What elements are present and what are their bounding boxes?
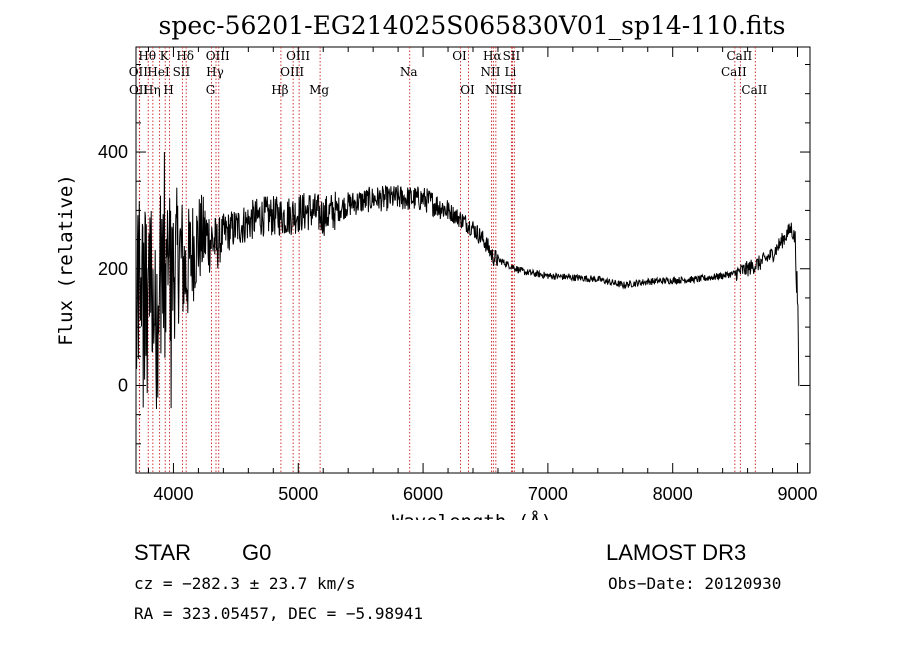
coordinates: RA = 323.05457, DEC = −5.98941 — [134, 604, 423, 623]
axis-tick-labels: 4000 5000 6000 7000 8000 9000 0 200 400 — [98, 142, 818, 504]
spectral-line-label: OIII — [280, 65, 304, 79]
spectral-line-label: Hγ — [206, 65, 224, 79]
x-tick-label: 9000 — [777, 484, 817, 504]
observation-date: Obs−Date: 20120930 — [608, 574, 782, 593]
survey-name: LAMOST DR3 — [606, 540, 747, 565]
spectral-line-label: Hθ — [138, 49, 156, 63]
spectral-line-label: SII — [504, 83, 522, 97]
spectral-line-label: CaII — [726, 49, 752, 63]
spectral-line-label: Li — [505, 65, 517, 79]
object-subclass: G0 — [242, 540, 272, 565]
spectral-line-label: Hβ — [271, 83, 288, 97]
spectral-line-label: Hη — [143, 83, 161, 97]
x-axis-label: Wavelength (Å) — [392, 510, 552, 520]
spectral-line-label: SII — [173, 65, 191, 79]
spectral-line-markers — [138, 47, 756, 473]
redshift-cz: cz = −282.3 ± 23.7 km/s — [134, 574, 356, 593]
spectral-line-label: K — [160, 49, 170, 63]
axis-ticks — [136, 47, 810, 473]
spectral-line-label: HeI — [147, 65, 170, 79]
spectral-line-label: CaII — [721, 65, 747, 79]
spectral-line-label: CaII — [741, 83, 767, 97]
spectral-line-label: G — [206, 83, 216, 97]
spectral-line-label: SII — [503, 49, 521, 63]
y-axis-label: Flux (relative) — [55, 174, 77, 346]
y-tick-label: 400 — [98, 142, 128, 162]
spectral-line-label: OI — [452, 49, 467, 63]
x-tick-label: 4000 — [153, 484, 193, 504]
spectral-line-label: NII — [485, 83, 505, 97]
spectral-line-label: Na — [400, 65, 418, 79]
spectrum-line — [136, 151, 800, 410]
spectral-line-label: OII — [129, 65, 149, 79]
spectral-line-label: Hα — [483, 49, 502, 63]
y-tick-label: 0 — [118, 375, 128, 395]
spectral-line-label: H — [163, 83, 173, 97]
spectrum-chart: spec-56201-EG214025S065830V01_sp14-110.f… — [55, 11, 818, 520]
chart-title: spec-56201-EG214025S065830V01_sp14-110.f… — [159, 11, 786, 40]
x-tick-label: 8000 — [653, 484, 693, 504]
spectral-line-label: OII — [129, 83, 149, 97]
y-tick-label: 200 — [98, 259, 128, 279]
plot-frame — [135, 46, 811, 474]
spectral-line-label: Mg — [309, 83, 329, 97]
object-class: STAR — [134, 540, 192, 565]
x-tick-label: 5000 — [278, 484, 318, 504]
spectral-line-labels: OIIOIIHθHηHeIKHSIIHδGHγOIIIHβOIIIOIIIMgN… — [129, 49, 768, 97]
x-tick-label: 6000 — [403, 484, 443, 504]
spectral-line-label: NII — [480, 65, 500, 79]
x-tick-label: 7000 — [528, 484, 568, 504]
spectral-line-label: Hδ — [176, 49, 194, 63]
spectral-line-label: OIII — [206, 49, 230, 63]
spectral-line-label: OI — [460, 83, 475, 97]
